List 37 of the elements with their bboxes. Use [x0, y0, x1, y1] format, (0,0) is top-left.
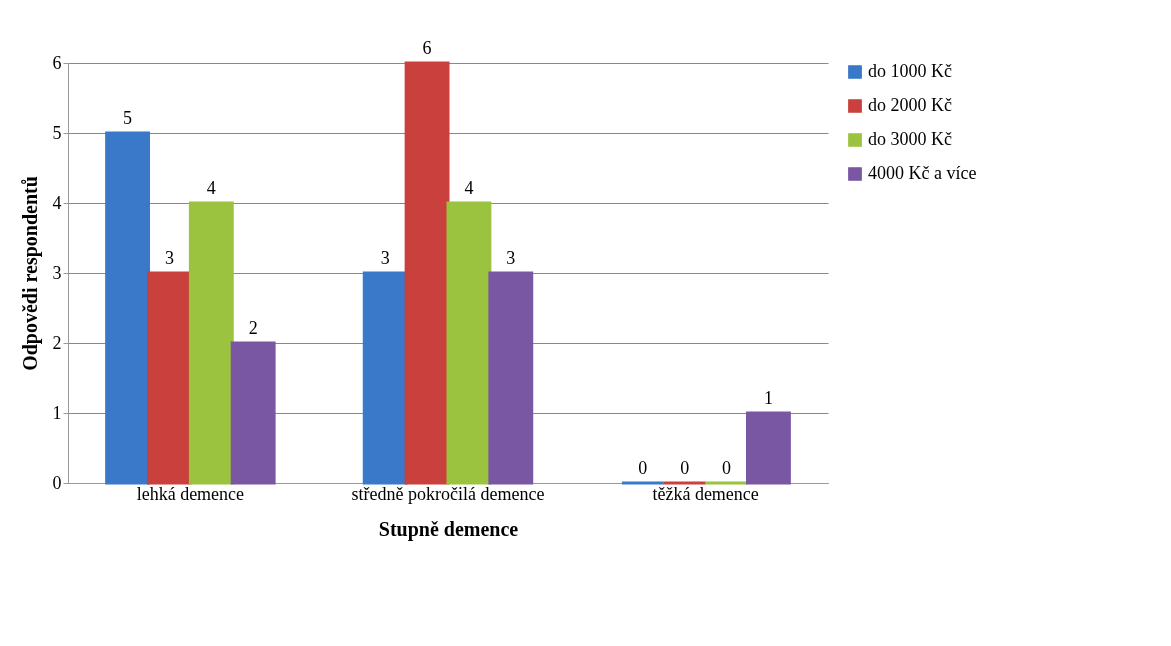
legend-label: do 1000 Kč	[868, 61, 952, 81]
bar	[488, 271, 534, 485]
y-tick-label: 3	[52, 262, 62, 283]
data-label: 5	[123, 108, 133, 128]
bar	[745, 411, 791, 485]
x-tick-label: lehká demence	[136, 483, 245, 504]
x-tick-label: středně pokročilá demence	[351, 483, 545, 504]
data-label: 1	[763, 388, 773, 408]
y-tick-label: 6	[52, 52, 62, 73]
bar	[446, 201, 492, 485]
data-label: 3	[164, 248, 174, 268]
data-label: 4	[206, 178, 216, 198]
y-tick-label: 4	[52, 192, 62, 213]
bar	[404, 61, 450, 485]
y-axis-title: Odpovědi respondentů	[18, 176, 42, 371]
data-label: 3	[380, 248, 390, 268]
bar	[362, 271, 408, 485]
data-label: 4	[464, 178, 474, 198]
data-label: 2	[248, 318, 258, 338]
data-label: 6	[422, 38, 432, 58]
x-axis-title: Stupně demence	[378, 517, 519, 541]
y-tick-label: 0	[52, 472, 62, 493]
data-label: 3	[506, 248, 516, 268]
bar	[188, 201, 234, 485]
y-tick-label: 5	[52, 122, 62, 143]
y-tick-label: 1	[52, 402, 62, 423]
data-label: 0	[680, 458, 690, 478]
x-tick-label: těžká demence	[652, 483, 759, 504]
y-tick-label: 2	[52, 332, 62, 353]
bar	[147, 271, 192, 485]
legend-label: 4000 Kč a více	[868, 163, 977, 183]
legend-label: do 3000 Kč	[868, 129, 952, 149]
data-label: 0	[638, 458, 648, 478]
bar	[230, 341, 276, 485]
bar	[105, 131, 151, 485]
data-label: 0	[722, 458, 732, 478]
legend-label: do 2000 Kč	[868, 95, 952, 115]
